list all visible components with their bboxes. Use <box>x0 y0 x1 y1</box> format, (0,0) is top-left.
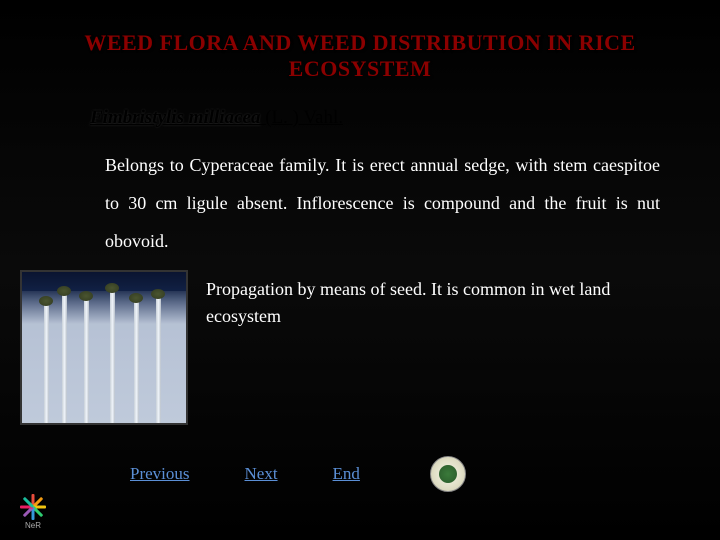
navigation-row: Previous Next End <box>130 456 466 492</box>
next-link[interactable]: Next <box>245 464 278 484</box>
footer-logo: NeR <box>12 494 54 532</box>
species-author: (L. ) Vahl. <box>260 107 343 128</box>
footer-logo-label: NeR <box>25 521 41 530</box>
previous-link[interactable]: Previous <box>130 464 190 484</box>
description-paragraph-2: Propagation by means of seed. It is comm… <box>206 270 680 330</box>
description-paragraph-1: Belongs to Cyperaceae family. It is erec… <box>0 139 720 260</box>
slide-title: WEED FLORA AND WEED DISTRIBUTION IN RICE… <box>0 0 720 92</box>
species-scientific-name: Fimbristylis milliacea <box>90 107 260 128</box>
burst-icon <box>18 494 48 520</box>
species-photo <box>20 270 188 425</box>
content-row: Propagation by means of seed. It is comm… <box>0 260 720 425</box>
emblem-icon <box>430 456 466 492</box>
species-heading: Fimbristylis milliacea (L. ) Vahl. <box>0 92 720 139</box>
end-link[interactable]: End <box>333 464 360 484</box>
